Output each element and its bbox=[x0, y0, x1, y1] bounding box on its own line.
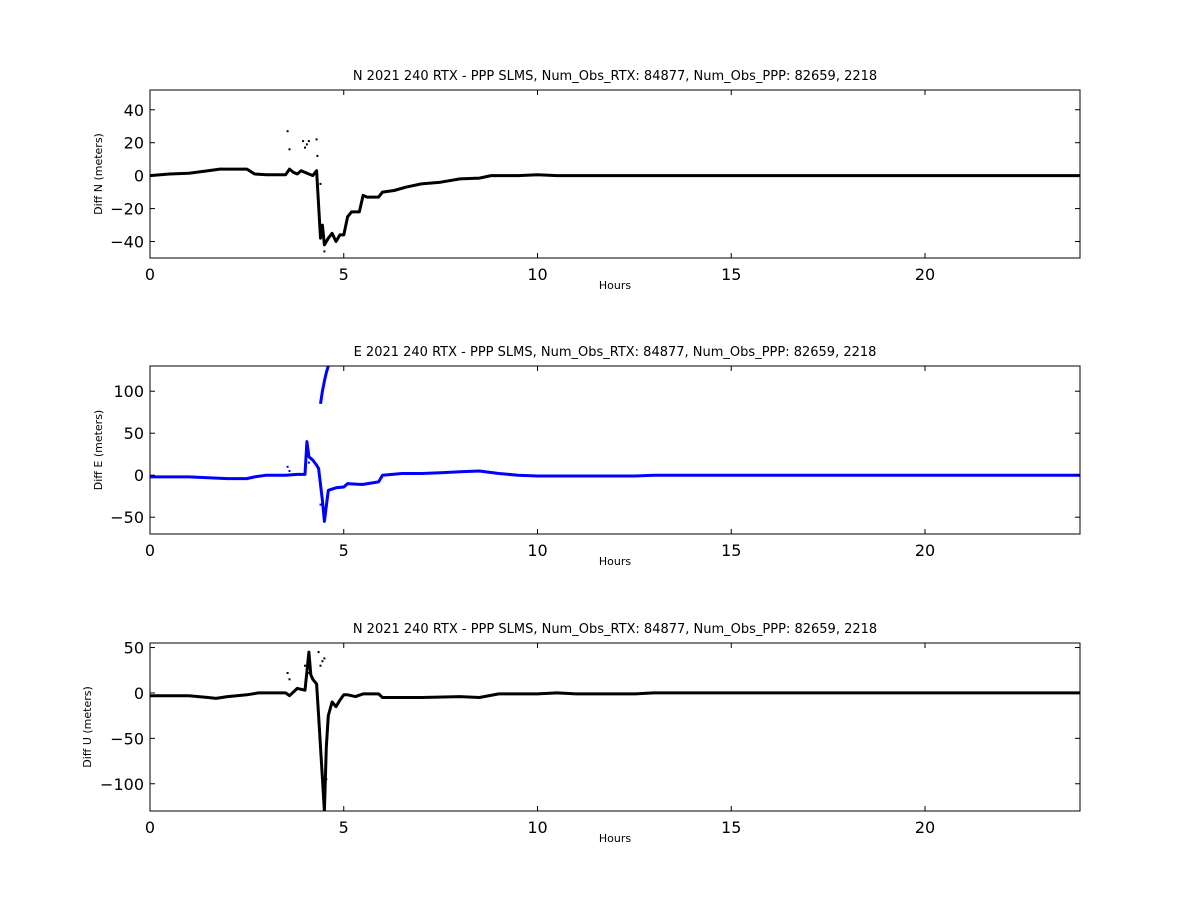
data-point bbox=[288, 470, 291, 472]
axes-frame bbox=[149, 642, 1081, 812]
y-axis-label: Diff U (meters) bbox=[81, 686, 94, 768]
x-tick-label: 10 bbox=[527, 541, 547, 560]
y-tick-label: 50 bbox=[124, 639, 144, 658]
data-point bbox=[286, 130, 289, 133]
x-tick-label: 20 bbox=[915, 541, 935, 560]
x-axis-label: Hours bbox=[599, 555, 631, 568]
y-axis-label: Diff E (meters) bbox=[92, 410, 105, 490]
x-tick-label: 5 bbox=[339, 818, 349, 837]
data-point bbox=[307, 461, 310, 464]
x-tick-label: 15 bbox=[721, 265, 741, 284]
x-tick-label: 5 bbox=[339, 265, 349, 284]
x-tick-label: 0 bbox=[145, 541, 155, 560]
x-tick-label: 5 bbox=[339, 541, 349, 560]
data-point bbox=[316, 154, 319, 157]
data-point bbox=[307, 672, 310, 674]
data-point bbox=[288, 148, 291, 151]
data-point bbox=[302, 140, 305, 143]
data-point bbox=[323, 512, 326, 514]
data-point bbox=[304, 664, 306, 667]
series-line bbox=[150, 167, 1080, 247]
data-point bbox=[315, 138, 318, 141]
data-point bbox=[304, 146, 306, 149]
axes-frame bbox=[149, 365, 1081, 535]
data-series-group bbox=[150, 130, 1080, 253]
data-point bbox=[286, 672, 289, 674]
x-axis-label: Hours bbox=[599, 832, 631, 845]
data-point bbox=[288, 678, 291, 681]
data-point bbox=[323, 250, 326, 253]
y-axis-label: Diff N (meters) bbox=[92, 133, 105, 215]
x-tick-label: 0 bbox=[145, 818, 155, 837]
y-tick-label: 0 bbox=[134, 466, 144, 485]
data-point bbox=[323, 657, 326, 660]
data-point bbox=[286, 465, 289, 468]
y-tick-label: −50 bbox=[110, 508, 144, 527]
chart-title: E 2021 240 RTX - PPP SLMS, Num_Obs_RTX: … bbox=[354, 345, 877, 360]
y-tick-label: −50 bbox=[110, 729, 144, 748]
y-tick-label: 40 bbox=[124, 101, 144, 120]
y-tick-label: 100 bbox=[113, 382, 144, 401]
x-tick-label: 15 bbox=[721, 541, 741, 560]
subplot-3: N 2021 240 RTX - PPP SLMS, Num_Obs_RTX: … bbox=[81, 622, 1081, 845]
x-axis-label: Hours bbox=[599, 279, 631, 292]
y-tick-label: −100 bbox=[100, 775, 144, 794]
chart-title: N 2021 240 RTX - PPP SLMS, Num_Obs_RTX: … bbox=[353, 69, 877, 84]
subplot-2: E 2021 240 RTX - PPP SLMS, Num_Obs_RTX: … bbox=[92, 345, 1081, 568]
data-point bbox=[305, 143, 308, 146]
x-tick-label: 15 bbox=[721, 818, 741, 837]
data-point bbox=[325, 778, 328, 781]
series-line bbox=[319, 366, 330, 405]
y-tick-label: −40 bbox=[110, 233, 144, 252]
y-tick-label: 0 bbox=[134, 684, 144, 703]
series-line bbox=[150, 650, 1080, 811]
subplot-1: N 2021 240 RTX - PPP SLMS, Num_Obs_RTX: … bbox=[92, 69, 1081, 292]
data-point bbox=[319, 664, 322, 667]
data-point bbox=[319, 182, 322, 185]
x-tick-label: 20 bbox=[915, 265, 935, 284]
data-series-group bbox=[150, 650, 1080, 811]
data-point bbox=[319, 503, 322, 506]
y-tick-label: 0 bbox=[134, 167, 144, 186]
x-tick-label: 0 bbox=[145, 265, 155, 284]
axes-frame bbox=[149, 89, 1081, 259]
x-tick-label: 20 bbox=[915, 818, 935, 837]
y-tick-label: 20 bbox=[124, 134, 144, 153]
data-point bbox=[321, 660, 324, 663]
data-point bbox=[317, 201, 320, 203]
series-line bbox=[150, 440, 1080, 523]
x-tick-label: 10 bbox=[527, 265, 547, 284]
data-point bbox=[307, 140, 310, 143]
data-series-group bbox=[150, 366, 1080, 523]
data-point bbox=[305, 669, 308, 672]
x-tick-label: 10 bbox=[527, 818, 547, 837]
data-point bbox=[317, 651, 320, 654]
chart-title: N 2021 240 RTX - PPP SLMS, Num_Obs_RTX: … bbox=[353, 622, 877, 637]
y-tick-label: 50 bbox=[124, 424, 144, 443]
y-tick-label: −20 bbox=[110, 200, 144, 219]
